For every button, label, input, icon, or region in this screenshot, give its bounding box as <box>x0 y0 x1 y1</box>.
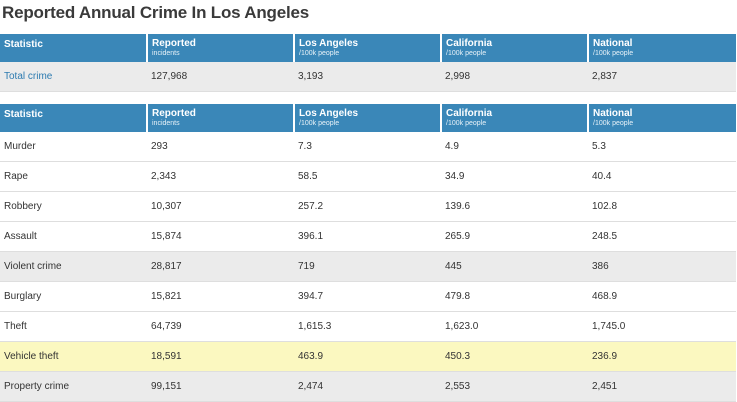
header-los-angeles: Los Angeles /100k people <box>294 104 442 132</box>
crime-breakdown-table: Statistic Reported incidents Los Angeles… <box>0 104 736 402</box>
table-cell: 445 <box>441 251 588 282</box>
row-label: Rape <box>0 161 147 192</box>
table-cell: 2,998 <box>441 62 588 92</box>
table-cell: 1,623.0 <box>441 311 588 342</box>
header-sublabel: /100k people <box>593 50 634 57</box>
table-row-theft: Theft 64,739 1,615.3 1,623.0 1,745.0 <box>0 311 736 342</box>
header-california: California /100k people <box>441 34 589 62</box>
header-reported: Reported incidents <box>147 34 295 62</box>
table-cell: 2,451 <box>588 371 736 402</box>
header-sublabel: /100k people <box>446 50 487 57</box>
header-label: California <box>446 108 493 119</box>
header-national: National /100k people <box>588 104 736 132</box>
table-cell: 396.1 <box>294 221 441 252</box>
header-label: Reported <box>152 108 196 119</box>
header-label: National <box>593 38 633 49</box>
table-cell: 127,968 <box>147 62 294 92</box>
table-cell: 468.9 <box>588 281 736 312</box>
header-label: Statistic <box>4 109 43 120</box>
table-cell: 139.6 <box>441 191 588 222</box>
table-row-assault: Assault 15,874 396.1 265.9 248.5 <box>0 221 736 252</box>
table-row-murder: Murder 293 7.3 4.9 5.3 <box>0 132 736 162</box>
table-cell: 394.7 <box>294 281 441 312</box>
table-row-burglary: Burglary 15,821 394.7 479.8 468.9 <box>0 281 736 312</box>
header-reported: Reported incidents <box>147 104 295 132</box>
row-label: Vehicle theft <box>0 341 147 372</box>
table-cell: 293 <box>147 132 294 162</box>
row-label: Burglary <box>0 281 147 312</box>
table-cell: 479.8 <box>441 281 588 312</box>
header-label: California <box>446 38 493 49</box>
table-cell: 719 <box>294 251 441 282</box>
table-cell: 265.9 <box>441 221 588 252</box>
table-cell: 15,821 <box>147 281 294 312</box>
table-row-violent-crime: Violent crime 28,817 719 445 386 <box>0 251 736 282</box>
header-national: National /100k people <box>588 34 736 62</box>
row-label: Assault <box>0 221 147 252</box>
table-cell: 2,474 <box>294 371 441 402</box>
table-cell: 2,343 <box>147 161 294 192</box>
header-label: National <box>593 108 633 119</box>
table-cell: 58.5 <box>294 161 441 192</box>
row-label: Robbery <box>0 191 147 222</box>
header-statistic: Statistic <box>0 34 148 62</box>
page-title: Reported Annual Crime In Los Angeles <box>2 3 310 22</box>
table-cell: 7.3 <box>294 132 441 162</box>
table-cell: 2,553 <box>441 371 588 402</box>
table-cell: 248.5 <box>588 221 736 252</box>
table-cell: 4.9 <box>441 132 588 162</box>
total-crime-table: Statistic Reported incidents Los Angeles… <box>0 34 736 92</box>
table-header-row: Statistic Reported incidents Los Angeles… <box>0 34 736 62</box>
header-california: California /100k people <box>441 104 589 132</box>
table-cell: 386 <box>588 251 736 282</box>
table-header-row: Statistic Reported incidents Los Angeles… <box>0 104 736 132</box>
header-sublabel: /100k people <box>299 120 340 127</box>
table-cell: 3,193 <box>294 62 441 92</box>
table-cell: 15,874 <box>147 221 294 252</box>
header-los-angeles: Los Angeles /100k people <box>294 34 442 62</box>
header-label: Los Angeles <box>299 108 359 119</box>
header-sublabel: incidents <box>152 50 180 57</box>
row-label: Murder <box>0 132 147 162</box>
header-label: Statistic <box>4 39 43 50</box>
table-cell: 102.8 <box>588 191 736 222</box>
table-cell: 99,151 <box>147 371 294 402</box>
header-sublabel: incidents <box>152 120 180 127</box>
table-cell: 257.2 <box>294 191 441 222</box>
header-sublabel: /100k people <box>446 120 487 127</box>
header-label: Reported <box>152 38 196 49</box>
table-row-property-crime: Property crime 99,151 2,474 2,553 2,451 <box>0 371 736 402</box>
table-cell: 40.4 <box>588 161 736 192</box>
table-cell: 10,307 <box>147 191 294 222</box>
header-label: Los Angeles <box>299 38 359 49</box>
table-row-total-crime: Total crime 127,968 3,193 2,998 2,837 <box>0 62 736 92</box>
table-cell: 236.9 <box>588 341 736 372</box>
table-row-rape: Rape 2,343 58.5 34.9 40.4 <box>0 161 736 192</box>
table-row-vehicle-theft: Vehicle theft 18,591 463.9 450.3 236.9 <box>0 341 736 372</box>
header-sublabel: /100k people <box>593 120 634 127</box>
table-cell: 28,817 <box>147 251 294 282</box>
total-crime-link[interactable]: Total crime <box>0 62 147 92</box>
table-cell: 34.9 <box>441 161 588 192</box>
table-cell: 2,837 <box>588 62 736 92</box>
table-cell: 463.9 <box>294 341 441 372</box>
row-label: Theft <box>0 311 147 342</box>
header-sublabel: /100k people <box>299 50 340 57</box>
row-label: Property crime <box>0 371 147 402</box>
table-cell: 450.3 <box>441 341 588 372</box>
row-label: Violent crime <box>0 251 147 282</box>
table-cell: 18,591 <box>147 341 294 372</box>
table-cell: 1,745.0 <box>588 311 736 342</box>
table-row-robbery: Robbery 10,307 257.2 139.6 102.8 <box>0 191 736 222</box>
table-cell: 1,615.3 <box>294 311 441 342</box>
table-cell: 64,739 <box>147 311 294 342</box>
header-statistic: Statistic <box>0 104 148 132</box>
table-cell: 5.3 <box>588 132 736 162</box>
